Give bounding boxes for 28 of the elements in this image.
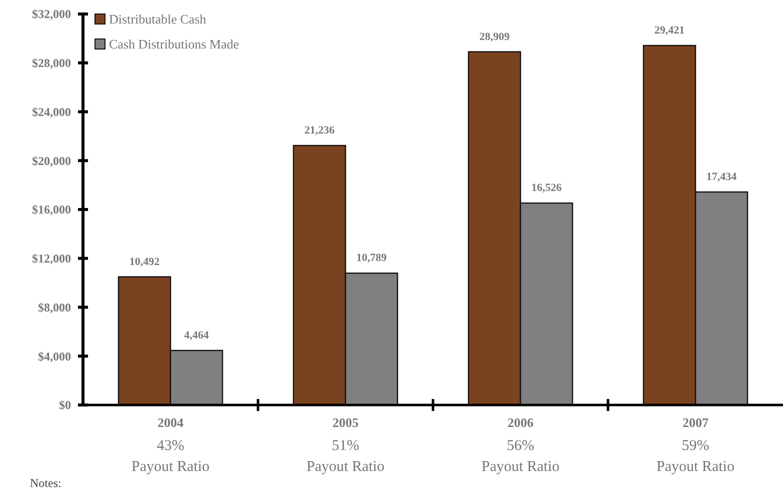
x-tick-label: 2004 [158, 415, 184, 430]
legend-label: Cash Distributions Made [109, 36, 240, 52]
text: Notes: [30, 476, 62, 489]
data-label: 28,909 [479, 30, 510, 43]
y-tick-label: $24,000 [32, 104, 71, 119]
data-label: 21,236 [304, 124, 336, 137]
x-tick-label: 2007 [682, 415, 709, 430]
text: 51% Payout Ratio [306, 438, 384, 475]
legend-label: Distributable Cash [109, 12, 207, 27]
y-tick-label: $28,000 [32, 56, 71, 70]
y-tick-label: $16,000 [32, 202, 71, 217]
y-tick-label: $32,000 [32, 7, 71, 22]
data-label: 29,421 [654, 24, 685, 37]
x-tick-label: 2006 [508, 415, 534, 430]
data-label: 10,789 [356, 252, 388, 264]
data-label: 17,434 [706, 170, 738, 183]
text: 43% Payout Ratio [132, 438, 210, 475]
y-tick-label: $8,000 [38, 300, 71, 314]
y-tick-label: $20,000 [32, 154, 71, 168]
data-label: 4,464 [184, 329, 210, 342]
text: 59% Payout Ratio [656, 438, 734, 475]
data-label: 16,526 [531, 182, 562, 194]
y-tick-label: $0 [59, 398, 71, 412]
x-tick-label: 2005 [332, 415, 359, 430]
text: 56% Payout Ratio [482, 438, 560, 475]
y-tick-label: $12,000 [32, 252, 71, 266]
data-label: 10,492 [129, 256, 160, 268]
y-tick-label: $4,000 [38, 349, 71, 364]
